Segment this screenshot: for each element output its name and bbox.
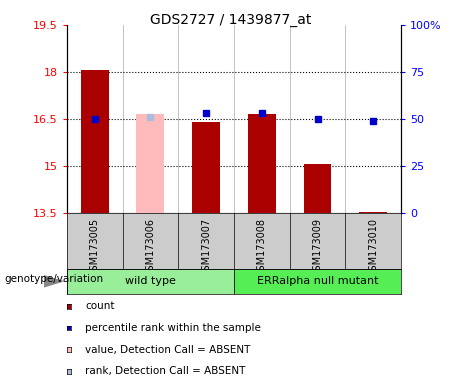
- Polygon shape: [44, 275, 65, 288]
- Bar: [81, 70, 109, 213]
- Text: GSM173007: GSM173007: [201, 218, 211, 277]
- Bar: [192, 122, 220, 213]
- Bar: [304, 164, 331, 213]
- Text: GSM173009: GSM173009: [313, 218, 323, 276]
- Bar: [234, 269, 401, 294]
- Bar: [67, 269, 234, 294]
- Text: GSM173005: GSM173005: [90, 218, 100, 277]
- Text: GDS2727 / 1439877_at: GDS2727 / 1439877_at: [150, 13, 311, 27]
- Text: GSM173006: GSM173006: [145, 218, 155, 276]
- Bar: [248, 114, 276, 213]
- Text: value, Detection Call = ABSENT: value, Detection Call = ABSENT: [85, 345, 251, 355]
- Bar: [136, 114, 164, 213]
- Text: GSM173008: GSM173008: [257, 218, 267, 276]
- Text: genotype/variation: genotype/variation: [5, 274, 104, 285]
- Text: wild type: wild type: [125, 276, 176, 286]
- Text: count: count: [85, 301, 115, 311]
- Text: rank, Detection Call = ABSENT: rank, Detection Call = ABSENT: [85, 366, 246, 376]
- Bar: [359, 212, 387, 213]
- Text: ERRalpha null mutant: ERRalpha null mutant: [257, 276, 378, 286]
- Text: percentile rank within the sample: percentile rank within the sample: [85, 323, 261, 333]
- Text: GSM173010: GSM173010: [368, 218, 378, 276]
